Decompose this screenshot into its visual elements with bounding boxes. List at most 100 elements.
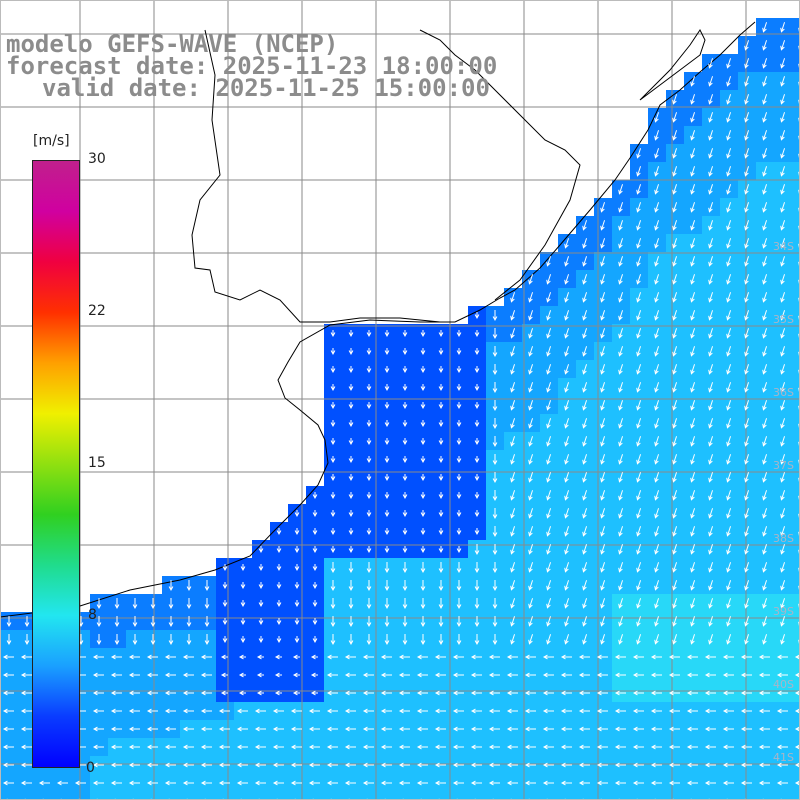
- wind-arrow: [2, 654, 14, 660]
- wind-arrow: [672, 184, 678, 195]
- wind-arrow: [236, 762, 248, 768]
- wind-arrow: [726, 472, 732, 483]
- wind-arrow: [618, 310, 624, 321]
- wind-arrow: [636, 454, 642, 465]
- wind-arrow: [474, 528, 480, 536]
- wind-arrow: [456, 562, 462, 574]
- wind-arrow: [704, 762, 716, 768]
- wind-arrow: [366, 330, 372, 338]
- wind-arrow: [726, 220, 732, 231]
- wind-arrow: [780, 310, 786, 321]
- wind-arrow: [308, 762, 320, 768]
- wind-arrow: [330, 634, 336, 646]
- wind-arrow: [528, 598, 534, 609]
- wind-arrow: [780, 580, 786, 591]
- wind-arrow: [578, 780, 590, 786]
- wind-arrow: [312, 528, 318, 536]
- wind-arrow: [420, 474, 426, 482]
- wind-arrow: [398, 726, 410, 732]
- coastline: [0, 21, 756, 618]
- wind-arrow: [708, 76, 714, 87]
- wind-arrow: [290, 726, 302, 732]
- wind-arrow: [528, 508, 534, 519]
- wind-arrow: [456, 348, 462, 356]
- wind-arrow: [708, 292, 714, 303]
- wind-arrow: [474, 438, 480, 446]
- wind-arrow: [672, 382, 678, 393]
- wind-arrow: [672, 508, 678, 519]
- wind-arrow: [348, 456, 354, 464]
- wind-arrow: [672, 418, 678, 429]
- wind-arrow: [564, 418, 570, 429]
- wind-arrow: [452, 654, 464, 660]
- wind-arrow: [402, 366, 408, 374]
- wind-arrow: [672, 220, 678, 231]
- wind-arrow: [510, 562, 516, 573]
- wind-arrow: [654, 490, 660, 501]
- wind-arrow: [762, 238, 768, 249]
- wind-arrow: [348, 474, 354, 482]
- wind-arrow: [416, 708, 428, 714]
- wind-arrow: [708, 58, 714, 69]
- wind-arrow: [524, 654, 536, 660]
- wind-arrow: [762, 382, 768, 393]
- wind-arrow: [582, 382, 588, 393]
- wind-arrow: [456, 528, 462, 536]
- wind-arrow: [758, 744, 770, 750]
- wind-arrow: [384, 330, 390, 338]
- wind-arrow: [510, 364, 516, 375]
- wind-arrow: [650, 744, 662, 750]
- wind-arrow: [744, 580, 750, 591]
- wind-arrow: [744, 400, 750, 411]
- wind-arrow: [654, 598, 660, 609]
- wind-arrow: [438, 492, 444, 500]
- wind-arrow: [582, 310, 588, 321]
- wind-arrow: [722, 672, 734, 678]
- wind-arrow: [276, 582, 282, 590]
- wind-arrow: [362, 762, 374, 768]
- wind-arrow: [744, 346, 750, 357]
- wind-arrow: [780, 292, 786, 303]
- wind-arrow: [780, 508, 786, 519]
- wind-arrow: [362, 708, 374, 714]
- wind-arrow: [348, 384, 354, 392]
- wind-arrow: [654, 184, 660, 195]
- wind-arrow: [510, 328, 516, 339]
- wind-arrow: [524, 708, 536, 714]
- wind-arrow: [722, 690, 734, 696]
- wind-arrow: [402, 616, 408, 628]
- wind-arrow: [582, 598, 588, 609]
- wind-arrow: [636, 382, 642, 393]
- wind-arrow: [506, 708, 518, 714]
- wind-arrow: [744, 598, 750, 609]
- wind-arrow: [780, 526, 786, 537]
- wind-arrow: [164, 672, 176, 678]
- wind-arrow: [762, 274, 768, 285]
- ocean-cell: [36, 792, 54, 800]
- wind-arrow: [2, 780, 14, 786]
- wind-arrow: [654, 256, 660, 267]
- wind-arrow: [636, 220, 642, 231]
- wind-arrow: [726, 436, 732, 447]
- ocean-cell: [288, 792, 306, 800]
- wind-arrow: [398, 654, 410, 660]
- wind-arrow: [528, 418, 534, 429]
- wind-arrow: [146, 780, 158, 786]
- wind-arrow: [762, 130, 768, 141]
- wind-arrow: [600, 274, 606, 285]
- wind-arrow: [600, 562, 606, 573]
- latitude-label: 41S: [773, 751, 794, 764]
- wind-arrow: [218, 744, 230, 750]
- wind-arrow: [596, 726, 608, 732]
- wind-arrow: [20, 654, 32, 660]
- wind-arrow: [726, 310, 732, 321]
- wind-arrow: [290, 780, 302, 786]
- wind-arrow: [596, 672, 608, 678]
- wind-arrow: [384, 348, 390, 356]
- wind-arrow: [330, 330, 336, 338]
- wind-arrow: [254, 726, 266, 732]
- wind-arrow: [776, 672, 788, 678]
- wind-arrow: [546, 346, 552, 357]
- wind-arrow: [650, 654, 662, 660]
- wind-arrow: [636, 580, 642, 591]
